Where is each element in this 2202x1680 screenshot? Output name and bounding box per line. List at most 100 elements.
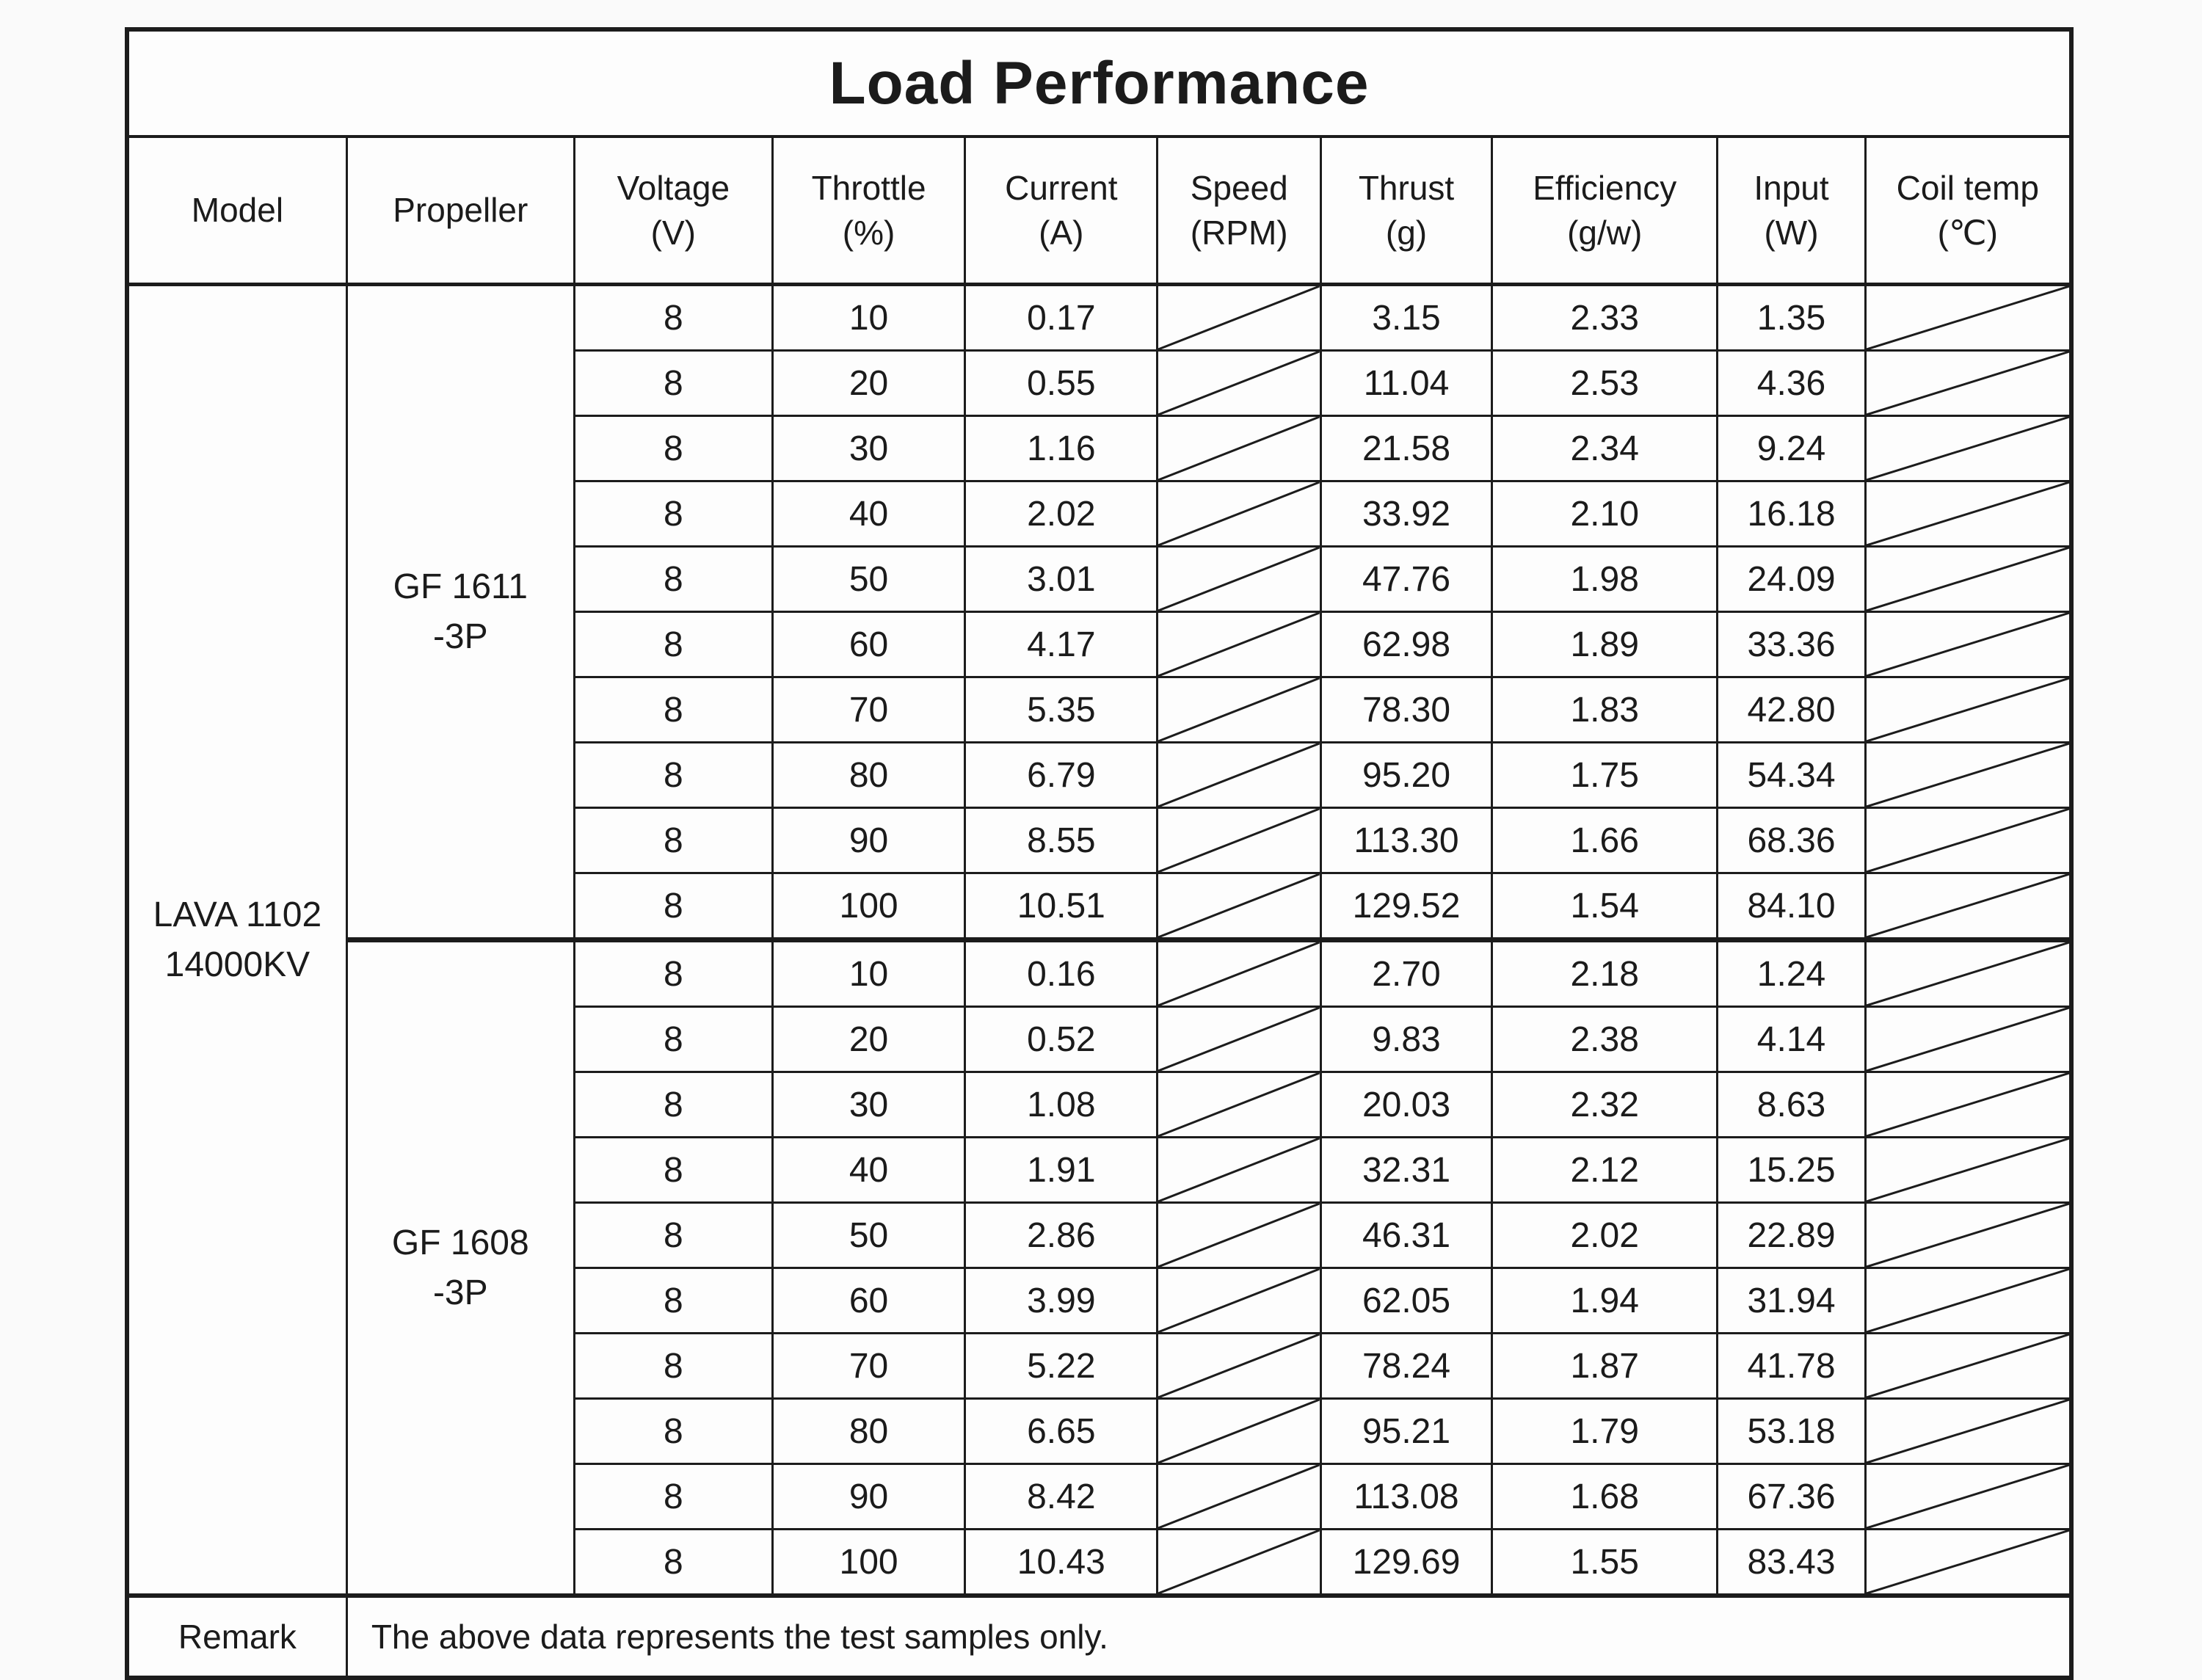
cell-efficiency: 1.68 (1491, 1463, 1719, 1530)
cell-input: 8.63 (1716, 1071, 1867, 1138)
na-slash-icon (1158, 1334, 1320, 1397)
na-cell-speed (1156, 937, 1322, 1008)
na-cell-speed (1156, 1136, 1322, 1204)
header-label: Thrust (1358, 168, 1455, 207)
na-cell-coil_temp (1864, 1201, 2073, 1269)
header-label: Efficiency (1533, 168, 1677, 207)
header-cell-efficiency: Efficiency (g/w) (1491, 135, 1719, 286)
na-cell-coil_temp (1864, 283, 2073, 352)
cell-voltage: 8 (573, 545, 774, 613)
na-cell-speed (1156, 545, 1322, 613)
na-cell-coil_temp (1864, 1006, 2073, 1073)
cell-current: 0.17 (964, 283, 1159, 352)
cell-thrust: 3.15 (1319, 283, 1494, 352)
na-cell-coil_temp (1864, 807, 2073, 874)
model-line: 14000KV (164, 945, 310, 984)
na-cell-speed (1156, 1528, 1322, 1597)
cell-thrust: 2.70 (1319, 937, 1494, 1008)
cell-input: 42.80 (1716, 676, 1867, 743)
cell-thrust: 113.30 (1319, 807, 1494, 874)
header-cell-thrust: Thrust (g) (1319, 135, 1494, 286)
cell-efficiency: 2.02 (1491, 1201, 1719, 1269)
na-slash-icon (1158, 743, 1320, 807)
cell-current: 8.55 (964, 807, 1159, 874)
table-row: 8 40 1.91 32.31 2.12 15.25 (127, 1136, 2073, 1204)
na-cell-speed (1156, 676, 1322, 743)
cell-current: 6.79 (964, 741, 1159, 809)
na-slash-icon (1158, 417, 1320, 480)
cell-efficiency: 1.75 (1491, 741, 1719, 809)
na-slash-icon (1158, 809, 1320, 872)
header-unit: (A) (1039, 213, 1084, 252)
cell-current: 3.01 (964, 545, 1159, 613)
cell-voltage: 8 (573, 283, 774, 352)
cell-input: 67.36 (1716, 1463, 1867, 1530)
cell-voltage: 8 (573, 1201, 774, 1269)
cell-current: 1.16 (964, 415, 1159, 482)
na-cell-speed (1156, 872, 1322, 941)
table-row: 8 60 3.99 62.05 1.94 31.94 (127, 1267, 2073, 1334)
cell-efficiency: 2.10 (1491, 480, 1719, 548)
table-row: 8 40 2.02 33.92 2.10 16.18 (127, 480, 2073, 548)
cell-current: 10.43 (964, 1528, 1159, 1597)
cell-voltage: 8 (573, 1332, 774, 1400)
cell-input: 9.24 (1716, 415, 1867, 482)
table-row: LAVA 1102 14000KV GF 1611 -3P 8 10 0.17 3.15 2.3… (126, 283, 2073, 1597)
cell-efficiency: 2.34 (1491, 415, 1719, 482)
cell-voltage: 8 (573, 415, 774, 482)
cell-voltage: 8 (573, 1463, 774, 1530)
na-slash-icon (1158, 1204, 1320, 1267)
header-cell-coil_temp: Coil temp (℃) (1864, 135, 2073, 286)
na-slash-icon (1158, 942, 1320, 1006)
cell-input: 4.14 (1716, 1006, 1867, 1073)
cell-thrust: 33.92 (1319, 480, 1494, 548)
na-cell-coil_temp (1864, 1136, 2073, 1204)
na-cell-coil_temp (1864, 1332, 2073, 1400)
na-slash-icon (1867, 417, 2069, 480)
na-slash-icon (1158, 1400, 1320, 1463)
header-label: Throttle (811, 168, 926, 207)
cell-current: 2.02 (964, 480, 1159, 548)
table-row: GF 1608 -3P 8 10 0.16 2.70 2.18 1.24 (127, 937, 2073, 1597)
cell-current: 6.65 (964, 1397, 1159, 1465)
na-cell-coil_temp (1864, 937, 2073, 1008)
na-slash-icon (1867, 548, 2069, 611)
cell-efficiency: 1.79 (1491, 1397, 1719, 1465)
header-cell-speed: Speed (RPM) (1156, 135, 1322, 286)
header-unit: (RPM) (1190, 213, 1288, 252)
na-cell-coil_temp (1864, 1071, 2073, 1138)
na-cell-speed (1156, 480, 1322, 548)
cell-thrust: 113.08 (1319, 1463, 1494, 1530)
cell-thrust: 78.30 (1319, 676, 1494, 743)
model-cell: LAVA 1102 14000KV (126, 283, 348, 1597)
header-cell-input: Input (W) (1716, 135, 1867, 286)
table-row: 8 30 1.08 20.03 2.32 8.63 (127, 1071, 2073, 1138)
table-row: 8 80 6.65 95.21 1.79 53.18 (127, 1397, 2073, 1465)
cell-input: 1.24 (1716, 937, 1867, 1008)
cell-thrust: 62.05 (1319, 1267, 1494, 1334)
cell-thrust: 11.04 (1319, 349, 1494, 417)
na-cell-coil_temp (1864, 480, 2073, 548)
cell-voltage: 8 (573, 741, 774, 809)
na-cell-coil_temp (1864, 1463, 2073, 1530)
cell-voltage: 8 (573, 1006, 774, 1073)
table-row: 8 50 2.86 46.31 2.02 22.89 (127, 1201, 2073, 1269)
na-slash-icon (1158, 1008, 1320, 1071)
cell-input: 16.18 (1716, 480, 1867, 548)
na-slash-icon (1867, 613, 2069, 676)
cell-current: 1.08 (964, 1071, 1159, 1138)
na-slash-icon (1867, 352, 2069, 415)
cell-voltage: 8 (573, 611, 774, 678)
na-cell-coil_temp (1864, 872, 2073, 941)
table-row: 8 70 5.22 78.24 1.87 41.78 (127, 1332, 2073, 1400)
cell-efficiency: 1.66 (1491, 807, 1719, 874)
remark-text: The above data represents the test sampl… (345, 1593, 2073, 1679)
header-unit: (%) (842, 213, 895, 252)
cell-current: 0.55 (964, 349, 1159, 417)
cell-efficiency: 1.87 (1491, 1332, 1719, 1400)
cell-voltage: 8 (573, 872, 774, 941)
propeller-cell: GF 1608 -3P (345, 937, 575, 1597)
cell-efficiency: 2.12 (1491, 1136, 1719, 1204)
na-slash-icon (1867, 1465, 2069, 1528)
cell-efficiency: 2.18 (1491, 937, 1719, 1008)
